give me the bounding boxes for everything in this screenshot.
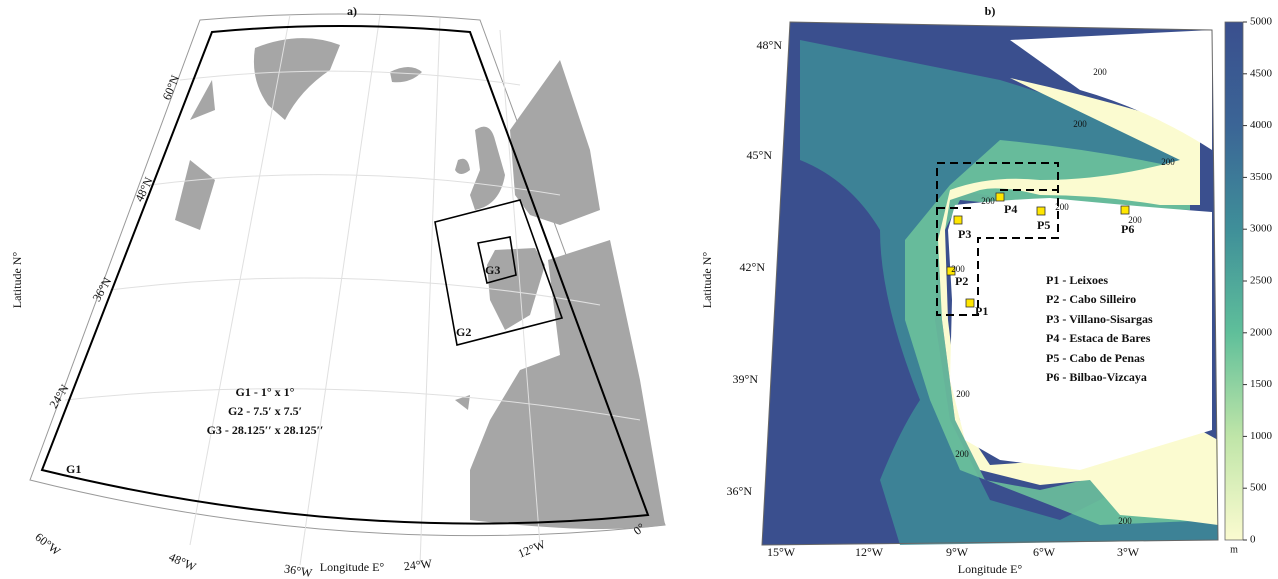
- lon-label: 48°W: [167, 550, 199, 575]
- colorbar-tick-label: 2500: [1250, 275, 1273, 287]
- point-label: P3: [958, 227, 971, 241]
- colorbar-tick-label: 0: [1250, 534, 1256, 546]
- lon-label: 12°W: [855, 545, 884, 559]
- legend-line: P2 - Cabo Silleiro: [1046, 292, 1136, 306]
- lon-label: 12°W: [516, 537, 548, 561]
- y-axis-label: Latitude N°: [700, 252, 714, 309]
- lon-label: 3°W: [1117, 545, 1140, 559]
- contour-label: 200: [951, 264, 965, 274]
- panel-title: a): [347, 4, 357, 18]
- panel-title: b): [985, 4, 996, 18]
- lat-label: 42°N: [740, 260, 766, 274]
- legend-line: P6 - Bilbao-Vizcaya: [1046, 370, 1147, 384]
- lat-label: 45°N: [747, 148, 773, 162]
- legend-line: P4 - Estaca de Bares: [1046, 331, 1151, 345]
- colorbar-tick-label: 1500: [1250, 378, 1273, 390]
- lon-label: 6°W: [1033, 545, 1056, 559]
- colorbar-tick-label: 3500: [1250, 171, 1273, 183]
- contour-label: 200: [1118, 516, 1132, 526]
- contour-label: 200: [955, 449, 969, 459]
- legend-line: G3 - 28.125′′ x 28.125′′: [207, 423, 324, 437]
- contour-label: 200: [1055, 202, 1069, 212]
- lon-label: 24°W: [403, 556, 433, 573]
- contour-label: 200: [1161, 157, 1175, 167]
- contour-label: 200: [1073, 119, 1087, 129]
- panel-a-map: [30, 14, 665, 565]
- legend-line: G1 - 1° x 1°: [236, 385, 295, 399]
- x-axis-label: Longitude E°: [320, 560, 385, 574]
- legend-line: P1 - Leixoes: [1046, 273, 1108, 287]
- lon-label: 36°W: [283, 561, 314, 579]
- contour-label: 200: [981, 196, 995, 206]
- x-axis-label: Longitude E°: [958, 562, 1023, 576]
- colorbar-tick-label: 1000: [1250, 430, 1273, 442]
- colorbar-tick-label: 500: [1250, 482, 1267, 494]
- contour-label: 200: [956, 389, 970, 399]
- grid-label: G3: [485, 263, 500, 277]
- panel-b-map: [762, 22, 1243, 545]
- legend-line: P3 - Villano-Sisargas: [1046, 312, 1153, 326]
- contour-label: 200: [1128, 215, 1142, 225]
- lon-label: 60°W: [32, 530, 63, 559]
- legend-line: G2 - 7.5′ x 7.5′: [228, 404, 302, 418]
- lat-label: 36°N: [727, 484, 753, 498]
- contour-label: 200: [1093, 67, 1107, 77]
- grid-label: G1: [66, 462, 81, 476]
- colorbar-tick-label: 3000: [1250, 223, 1273, 235]
- point-label: P5: [1037, 218, 1050, 232]
- y-axis-label: Latitude N°: [10, 252, 24, 309]
- point-label: P4: [1004, 202, 1017, 216]
- colorbar-tick-label: 5000: [1250, 16, 1273, 28]
- lon-label: 15°W: [767, 545, 796, 559]
- lat-label: 39°N: [733, 372, 759, 386]
- point-label: P2: [955, 274, 968, 288]
- colorbar-unit: m: [1230, 544, 1238, 555]
- lon-label: 9°W: [946, 545, 969, 559]
- lat-label: 48°N: [757, 38, 783, 52]
- colorbar: [1225, 22, 1243, 540]
- colorbar-tick-label: 4500: [1250, 67, 1273, 79]
- figure: a)60°N48°N36°N24°N60°W48°W36°W24°W12°W0°…: [0, 0, 1278, 579]
- colorbar-tick-label: 2000: [1250, 326, 1273, 338]
- legend-line: P5 - Cabo de Penas: [1046, 351, 1145, 365]
- grid-label: G2: [456, 325, 471, 339]
- point-label: P1: [975, 304, 988, 318]
- colorbar-tick-label: 4000: [1250, 119, 1273, 131]
